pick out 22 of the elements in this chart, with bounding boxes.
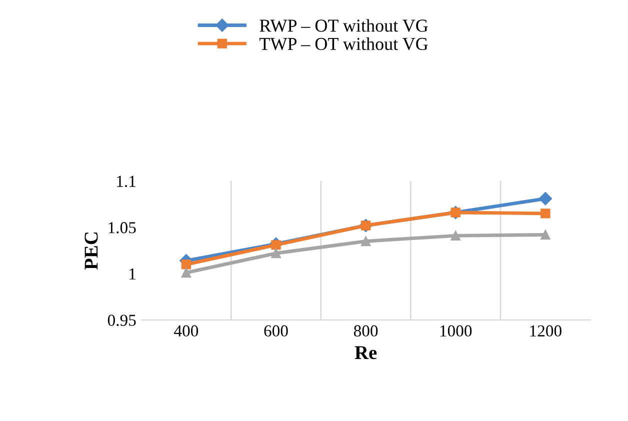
point — [360, 236, 371, 246]
y-tick-label: 1 — [130, 268, 136, 280]
x-tick-label: 600 — [264, 325, 288, 337]
point — [450, 230, 460, 241]
y-tick-label: 0.95 — [108, 314, 136, 326]
point — [181, 268, 192, 278]
point — [540, 208, 550, 218]
x-tick-label: 1200 — [530, 325, 562, 337]
point — [271, 248, 281, 258]
y-axis-title: PEC — [84, 232, 98, 270]
y-tick-label: 1.1 — [117, 176, 136, 188]
point — [538, 192, 552, 206]
legend-label: RWP – OT without VG — [260, 19, 428, 32]
y-tick-label: 1.05 — [108, 222, 136, 234]
legend-label: TWP – OT without VG — [260, 37, 428, 50]
point — [271, 240, 281, 250]
point — [181, 260, 192, 270]
x-tick-label: 800 — [354, 325, 378, 337]
x-tick-label: 1000 — [440, 325, 472, 337]
x-axis-title: Re — [354, 346, 377, 360]
x-tick-label: 400 — [174, 325, 198, 337]
point — [540, 230, 550, 240]
